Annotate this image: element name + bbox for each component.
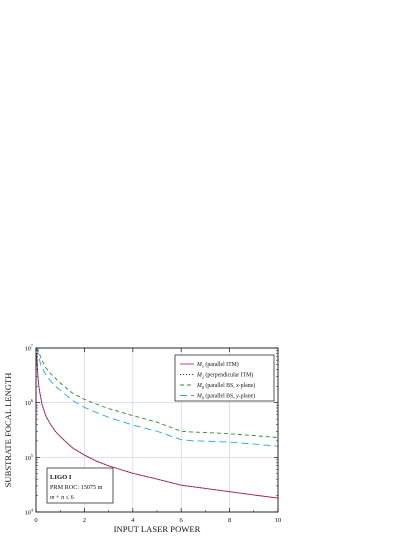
annotation-leq: ≤ 6 — [64, 494, 74, 501]
y-tick-label: 104 — [25, 508, 34, 517]
annotation: LIGO I PRM ROC: 15075 m m + n ≤ 6 — [46, 467, 114, 504]
x-tick-label: 0 — [34, 517, 38, 524]
series-line-3 — [36, 347, 279, 439]
x-tick-label: 4 — [131, 517, 135, 524]
annotation-m: m — [50, 494, 55, 501]
tick-labels-layer: 0 2 4 6 8 10 104 105 106 107 — [25, 344, 282, 525]
series-line-4 — [36, 347, 279, 447]
y-tick-label: 106 — [25, 398, 34, 407]
y-tick-label: 107 — [25, 344, 34, 353]
x-tick-label: 2 — [83, 517, 86, 524]
x-tick-label: 10 — [275, 517, 282, 524]
legend-label-4: M9 (parallel BS, y-plane) — [196, 393, 255, 401]
annotation-line2: PRM ROC: 15075 m — [50, 484, 103, 491]
x-tick-label: 8 — [228, 517, 232, 524]
legend: M1 (parallel ITM) M2 (perpendicular ITM) M… — [174, 354, 275, 402]
series-line-1 — [36, 353, 279, 499]
annotation-title: LIGO I — [50, 474, 72, 481]
legend-entries: M1 (parallel ITM) M2 (perpendicular ITM) M… — [180, 361, 255, 400]
legend-label-3: M8 (parallel BS, x-plane) — [196, 382, 255, 390]
y-axis-label: SUBSTRATE FOCAL LENGTH — [3, 373, 13, 488]
ticks-layer — [35, 347, 279, 513]
annotation-line3: m + n ≤ 6 — [50, 494, 74, 501]
x-axis-label: INPUT LASER POWER — [114, 524, 201, 534]
x-tick-label: 6 — [180, 517, 184, 524]
annotation-n: n — [61, 494, 64, 501]
series-layer — [36, 347, 279, 499]
legend-label-2: M2 (perpendicular ITM) — [196, 372, 253, 380]
annotation-box — [46, 467, 114, 504]
legend-box — [174, 354, 275, 402]
y-tick-label: 105 — [25, 453, 34, 462]
annotation-plus: + — [54, 494, 61, 501]
legend-label-1: M1 (parallel ITM) — [196, 361, 239, 369]
